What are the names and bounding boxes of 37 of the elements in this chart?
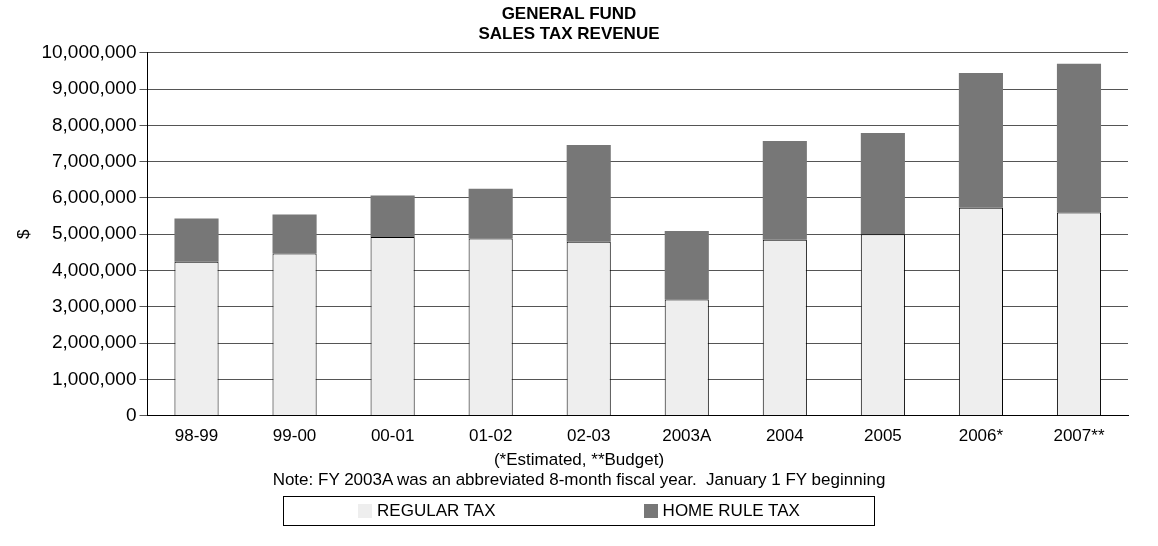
x-tick-label: 02-03 xyxy=(566,426,611,446)
y-tick-label: 3,000,000 xyxy=(51,294,137,316)
bar xyxy=(762,140,807,240)
x-tick-label: 99-00 xyxy=(272,426,317,446)
x-tick-label: 2006* xyxy=(958,426,1004,446)
y-tick-label: 9,000,000 xyxy=(51,77,137,99)
bar xyxy=(958,73,1003,208)
bar xyxy=(370,195,415,238)
y-tick-label: 5,000,000 xyxy=(51,222,137,244)
x-tick-label: 2005 xyxy=(863,426,902,446)
y-tick-label: 8,000,000 xyxy=(51,113,137,135)
bar xyxy=(664,230,709,300)
chart-title: GENERAL FUND SALES TAX REVENUE xyxy=(478,3,660,44)
x-tick-label: 00-01 xyxy=(370,426,415,446)
bar xyxy=(468,188,513,239)
y-tick-label: 0 xyxy=(125,403,137,425)
bar xyxy=(272,214,317,254)
text: Note: FY 2003A was an abbreviated 8-month fiscal year. January 1 FY beginning xyxy=(271,470,887,490)
y-tick-label: 1,000,000 xyxy=(51,367,137,389)
y-axis-title: $ xyxy=(13,228,33,239)
y-tick-label: 7,000,000 xyxy=(51,149,137,171)
y-tick-label: 10,000,000 xyxy=(41,41,137,63)
legend-label: REGULAR TAX xyxy=(377,501,496,521)
bar xyxy=(1056,63,1102,213)
bar xyxy=(174,218,219,262)
x-tick-label: 2007** xyxy=(1053,426,1105,446)
text: (*Estimated, **Budget) xyxy=(492,450,666,470)
y-tick-label: 2,000,000 xyxy=(51,331,137,353)
bar xyxy=(860,132,905,235)
y-tick-label: 6,000,000 xyxy=(51,186,137,208)
x-tick-label: 2004 xyxy=(765,426,804,446)
bar xyxy=(566,144,611,242)
legend-label: HOME RULE TAX xyxy=(662,501,800,521)
y-tick-label: 4,000,000 xyxy=(51,258,137,280)
x-tick-label: 01-02 xyxy=(468,426,513,446)
x-tick-label: 2003A xyxy=(662,426,712,446)
x-tick-label: 98-99 xyxy=(174,426,219,446)
